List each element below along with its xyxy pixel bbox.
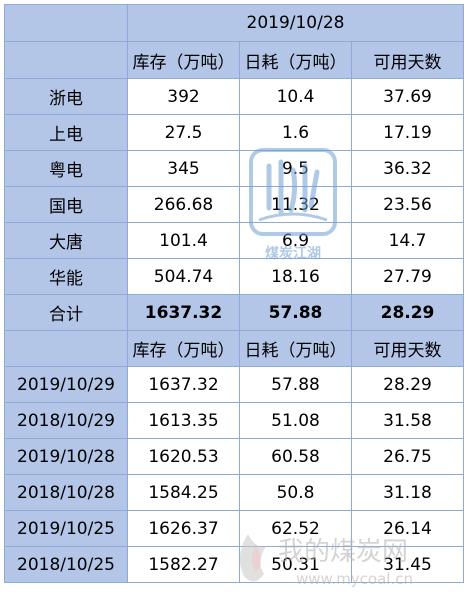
history-corner-cell xyxy=(4,330,128,367)
history-header-usage: 日耗（万吨） xyxy=(239,330,352,367)
days-cell: 17.19 xyxy=(351,114,464,151)
usage-cell: 50.8 xyxy=(239,474,352,511)
usage-cell: 9.5 xyxy=(239,150,352,187)
history-header-stock: 库存（万吨） xyxy=(127,330,240,367)
stock-cell: 101.4 xyxy=(127,222,240,259)
table-row: 上电 27.5 1.6 17.19 xyxy=(4,114,464,151)
date-header: 2019/10/28 xyxy=(127,4,464,42)
stock-cell: 1637.32 xyxy=(127,366,240,403)
usage-cell: 10.4 xyxy=(239,78,352,115)
stock-cell: 1620.53 xyxy=(127,438,240,475)
total-stock: 1637.32 xyxy=(127,294,240,331)
table-row: 国电 266.68 11.32 23.56 xyxy=(4,186,464,223)
days-cell: 27.79 xyxy=(351,258,464,295)
history-row: 2019/10/29 1637.32 57.88 28.29 xyxy=(4,366,464,403)
column-header-days: 可用天数 xyxy=(351,41,464,79)
stock-cell: 1626.37 xyxy=(127,510,240,547)
history-date: 2019/10/29 xyxy=(4,366,128,403)
stock-cell: 1613.35 xyxy=(127,402,240,439)
days-cell: 36.32 xyxy=(351,150,464,187)
table-row: 粤电 345 9.5 36.32 xyxy=(4,150,464,187)
days-cell: 14.7 xyxy=(351,222,464,259)
usage-cell: 18.16 xyxy=(239,258,352,295)
usage-cell: 62.52 xyxy=(239,510,352,547)
history-header-row: 库存（万吨） 日耗（万吨） 可用天数 xyxy=(4,330,464,367)
days-cell: 37.69 xyxy=(351,78,464,115)
stock-cell: 266.68 xyxy=(127,186,240,223)
stock-cell: 345 xyxy=(127,150,240,187)
row-label: 粤电 xyxy=(4,150,128,187)
column-header-usage: 日耗（万吨） xyxy=(239,41,352,79)
row-label: 上电 xyxy=(4,114,128,151)
header-corner-cell xyxy=(4,4,128,42)
stock-cell: 504.74 xyxy=(127,258,240,295)
coal-stock-table: 2019/10/28 库存（万吨） 日耗（万吨） 可用天数 浙电 392 10.… xyxy=(4,4,464,583)
total-label: 合计 xyxy=(4,294,128,331)
usage-cell: 6.9 xyxy=(239,222,352,259)
stock-cell: 1584.25 xyxy=(127,474,240,511)
days-cell: 31.45 xyxy=(351,546,464,583)
row-label: 大唐 xyxy=(4,222,128,259)
row-label: 国电 xyxy=(4,186,128,223)
history-row: 2019/10/28 1620.53 60.58 26.75 xyxy=(4,438,464,475)
history-row: 2019/10/25 1626.37 62.52 26.14 xyxy=(4,510,464,547)
table-row: 华能 504.74 18.16 27.79 xyxy=(4,258,464,295)
usage-cell: 1.6 xyxy=(239,114,352,151)
table-header-date-row: 2019/10/28 xyxy=(4,4,464,42)
row-label: 华能 xyxy=(4,258,128,295)
days-cell: 26.75 xyxy=(351,438,464,475)
usage-cell: 57.88 xyxy=(239,366,352,403)
history-row: 2018/10/28 1584.25 50.8 31.18 xyxy=(4,474,464,511)
days-cell: 28.29 xyxy=(351,366,464,403)
stock-cell: 1582.27 xyxy=(127,546,240,583)
total-usage: 57.88 xyxy=(239,294,352,331)
usage-cell: 11.32 xyxy=(239,186,352,223)
table-row: 浙电 392 10.4 37.69 xyxy=(4,78,464,115)
total-row: 合计 1637.32 57.88 28.29 xyxy=(4,294,464,331)
days-cell: 31.18 xyxy=(351,474,464,511)
history-date: 2018/10/29 xyxy=(4,402,128,439)
days-cell: 26.14 xyxy=(351,510,464,547)
days-cell: 31.58 xyxy=(351,402,464,439)
history-row: 2018/10/29 1613.35 51.08 31.58 xyxy=(4,402,464,439)
header-corner-cell xyxy=(4,41,128,79)
column-header-stock: 库存（万吨） xyxy=(127,41,240,79)
history-date: 2019/10/28 xyxy=(4,438,128,475)
usage-cell: 60.58 xyxy=(239,438,352,475)
history-date: 2018/10/25 xyxy=(4,546,128,583)
history-row: 2018/10/25 1582.27 50.31 31.45 xyxy=(4,546,464,583)
total-days: 28.29 xyxy=(351,294,464,331)
usage-cell: 51.08 xyxy=(239,402,352,439)
stock-cell: 27.5 xyxy=(127,114,240,151)
usage-cell: 50.31 xyxy=(239,546,352,583)
table-header-columns-row: 库存（万吨） 日耗（万吨） 可用天数 xyxy=(4,41,464,79)
stock-cell: 392 xyxy=(127,78,240,115)
history-date: 2019/10/25 xyxy=(4,510,128,547)
history-header-days: 可用天数 xyxy=(351,330,464,367)
days-cell: 23.56 xyxy=(351,186,464,223)
row-label: 浙电 xyxy=(4,78,128,115)
table-row: 大唐 101.4 6.9 14.7 xyxy=(4,222,464,259)
history-date: 2018/10/28 xyxy=(4,474,128,511)
